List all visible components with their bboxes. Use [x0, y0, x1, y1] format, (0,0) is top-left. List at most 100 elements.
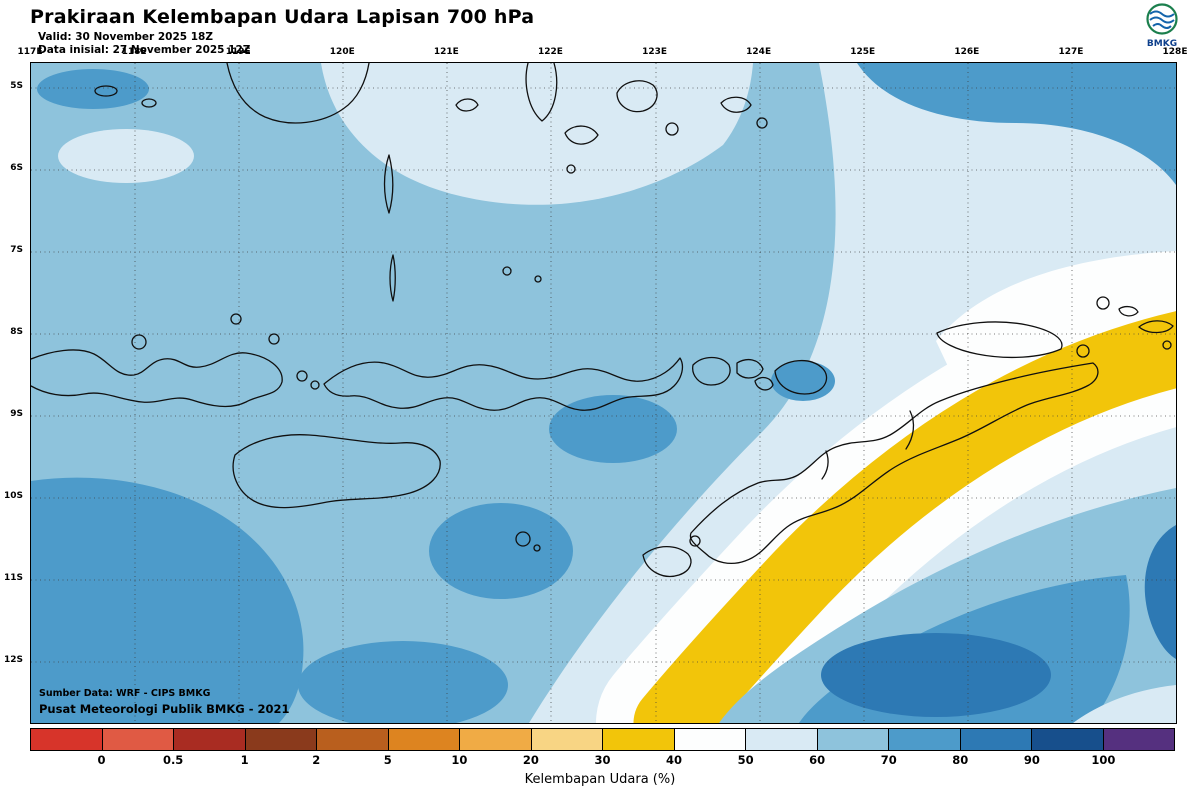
lat-label: 9S — [10, 409, 23, 419]
coast-flores — [323, 357, 684, 411]
map-area: Sumber Data: WRF - CIPS BMKG Pusat Meteo… — [30, 62, 1177, 724]
humidity-region-dark-top — [857, 63, 1176, 185]
bmkg-logo: BMKG — [1136, 2, 1188, 54]
lon-label: 117E — [17, 47, 43, 57]
humidity-sliver-darkest-east — [1144, 525, 1176, 659]
humidity-blob-dark-mid — [549, 395, 677, 463]
lon-label: 125E — [850, 47, 876, 57]
coast-timor — [689, 362, 1099, 564]
colorbar-tick: 70 — [880, 753, 897, 767]
coast-rote — [642, 545, 692, 577]
colorbar-tick: 50 — [737, 753, 754, 767]
coast-islet — [141, 98, 157, 108]
coast-islet — [566, 164, 576, 174]
humidity-spot-dark-nw — [37, 69, 149, 109]
coast-romang — [1076, 344, 1090, 358]
publisher-label: Pusat Meteorologi Publik BMKG - 2021 — [39, 702, 290, 716]
coast-islet — [665, 122, 679, 136]
coast-islet — [455, 98, 479, 112]
lon-label: 118E — [121, 47, 147, 57]
coast-islet — [1118, 305, 1139, 317]
colorbar-cell — [530, 728, 603, 751]
coast-islet — [720, 96, 752, 113]
humidity-region-light-top — [321, 63, 753, 205]
coast-komodo — [296, 370, 308, 382]
lat-label: 5S — [10, 81, 23, 91]
colorbar-tick: 2 — [312, 753, 321, 767]
lon-label: 127E — [1058, 47, 1084, 57]
init-time-label: Data inisial: 27 November 2025 12Z — [38, 44, 251, 56]
colorbar-tick: 60 — [809, 753, 826, 767]
humidity-region-light-nw — [58, 129, 194, 183]
lon-label: 124E — [746, 47, 772, 57]
lon-label: 122E — [537, 47, 563, 57]
humidity-band-gold-30-40 — [633, 311, 1176, 723]
colorbar-tick-labels: 0 0.5 1 2 5 10 20 30 40 50 60 70 80 90 100 — [30, 753, 1175, 767]
valid-time-label: Valid: 30 November 2025 18Z — [38, 31, 213, 43]
coast-islet — [564, 125, 599, 145]
colorbar-tick: 10 — [451, 753, 468, 767]
colorbar-tick: 5 — [383, 753, 392, 767]
colorbar-cell — [745, 728, 818, 751]
colorbar-cell — [30, 728, 103, 751]
coast-islet — [533, 544, 541, 552]
colorbar-caption: Kelembapan Udara (%) — [524, 772, 676, 787]
coast-islet — [616, 80, 658, 113]
humidity-region-pale-corner — [1073, 685, 1176, 723]
coast-islet — [756, 117, 768, 129]
colorbar-cell — [816, 728, 889, 751]
coastlines — [31, 63, 1174, 577]
coast-islet — [389, 254, 396, 302]
border-oecusse — [821, 450, 829, 480]
lon-label: 119E — [225, 47, 251, 57]
coast-islet — [1162, 340, 1172, 350]
lon-label: 121E — [433, 47, 459, 57]
bmkg-logo-icon: BMKG — [1146, 3, 1178, 49]
colorbar-cell — [101, 728, 174, 751]
humidity-blob-dark-south1 — [298, 641, 508, 723]
lat-label: 8S — [10, 327, 23, 337]
lat-label: 7S — [10, 245, 23, 255]
lat-label: 12S — [3, 655, 23, 665]
coast-sumbawa — [31, 349, 283, 408]
coast-adonara — [736, 358, 764, 379]
source-data-label: Sumber Data: WRF - CIPS BMKG — [39, 688, 211, 699]
colorbar — [30, 728, 1175, 751]
coast-buton — [525, 63, 558, 122]
coast-sulawesi-south — [226, 63, 370, 124]
colorbar-cell — [673, 728, 746, 751]
colorbar-tick: 90 — [1023, 753, 1040, 767]
colorbar-cell — [459, 728, 532, 751]
colorbar-tick: 0 — [97, 753, 106, 767]
coast-kisar — [1096, 296, 1110, 310]
coast-islet — [94, 85, 118, 97]
coast-sumba — [232, 434, 441, 509]
colorbar-tick: 0.5 — [162, 753, 184, 767]
coast-sabu — [515, 531, 531, 547]
coast-rinca — [310, 380, 320, 390]
map-svg — [31, 63, 1176, 723]
colorbar-cell — [316, 728, 389, 751]
svg-text:BMKG: BMKG — [1147, 39, 1177, 49]
colorbar-cell — [888, 728, 961, 751]
coast-islet — [230, 313, 242, 325]
lon-label: 120E — [329, 47, 355, 57]
coast-pantar — [754, 376, 774, 391]
coast-alor — [774, 360, 828, 395]
border-timor — [905, 410, 915, 450]
colorbar-cell — [602, 728, 675, 751]
longitude-axis: 117E 118E 119E 120E 121E 122E 123E 124E 125E 126E… — [18, 47, 1188, 59]
colorbar-tick: 40 — [666, 753, 683, 767]
coast-islet — [502, 266, 512, 276]
lat-label: 11S — [3, 573, 23, 583]
lon-label: 126E — [954, 47, 980, 57]
lon-label: 128E — [1162, 47, 1188, 57]
coast-leti — [1138, 320, 1174, 334]
coast-selayar — [383, 154, 394, 214]
lat-label: 6S — [10, 163, 23, 173]
lat-label: 10S — [3, 491, 23, 501]
colorbar-tick: 20 — [522, 753, 539, 767]
humidity-core-darkest-se — [821, 633, 1051, 717]
grid-lines — [31, 63, 1176, 723]
